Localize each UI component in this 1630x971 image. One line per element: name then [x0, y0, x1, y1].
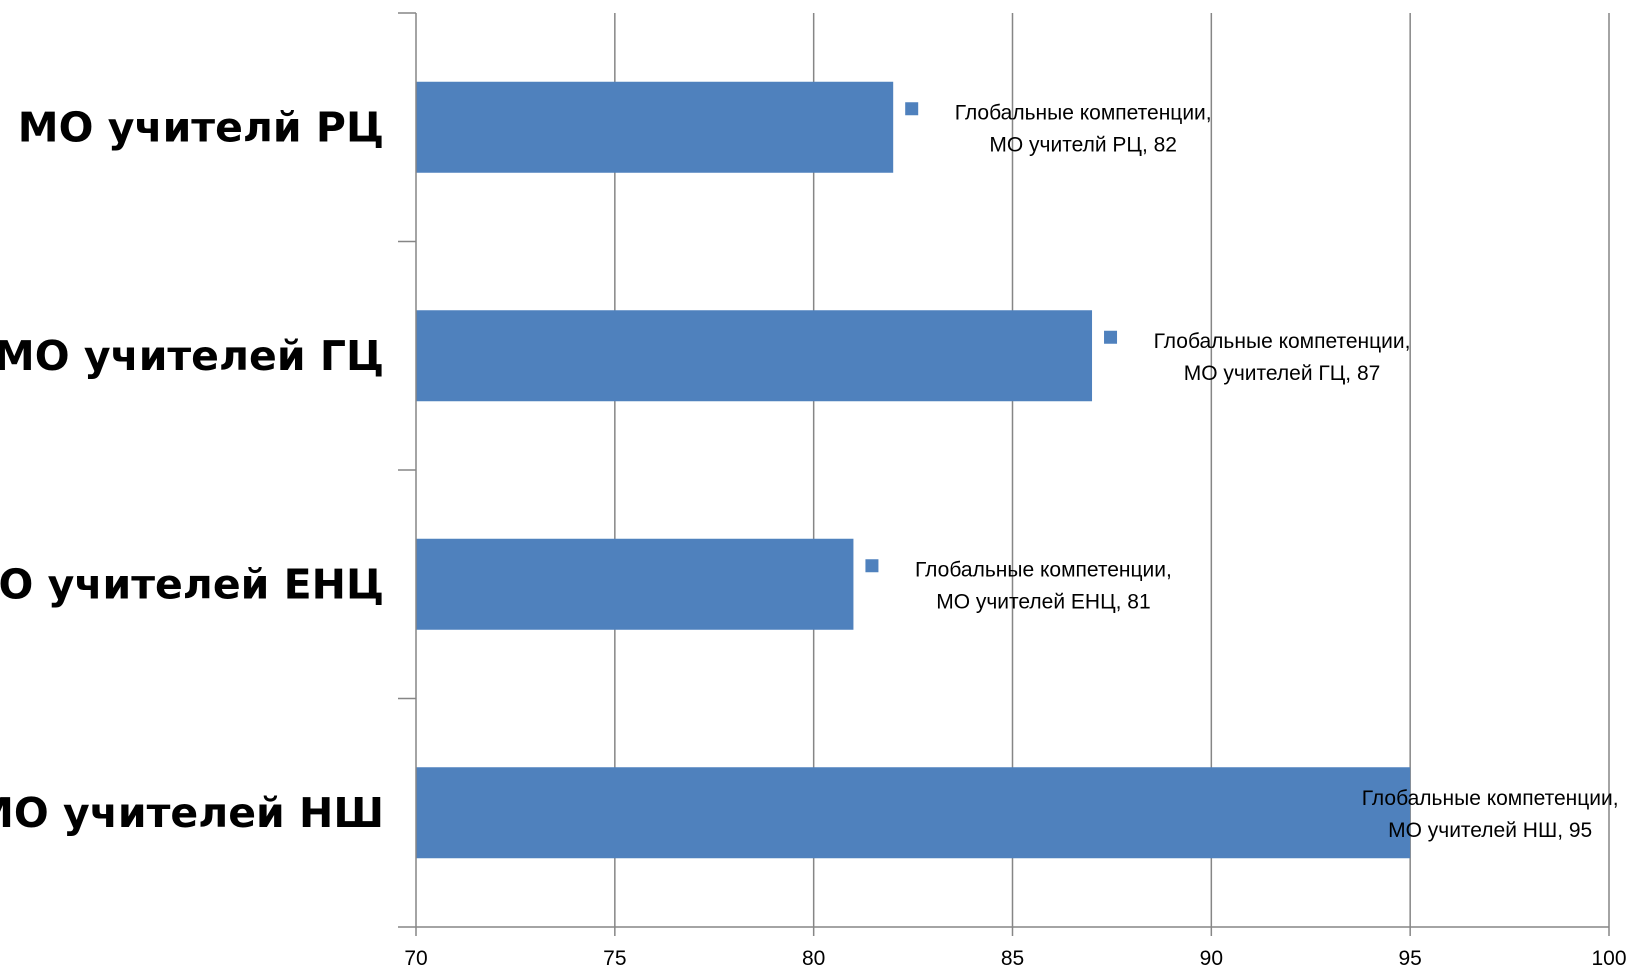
x-tick-label: 85 [1001, 947, 1024, 970]
legend-key-marker [905, 102, 919, 116]
data-label-line-2: МО учителей ЕНЦ, 81 [936, 590, 1150, 613]
category-label: МО учителей ЕНЦ [0, 560, 384, 608]
category-label: МО учителей НШ [0, 789, 384, 837]
data-label-line-2: МО учителей ГЦ, 87 [1184, 362, 1381, 385]
data-label-line-1: Глобальные компетенции, [955, 101, 1212, 124]
data-label-line-2: МО учителй РЦ, 82 [989, 133, 1177, 156]
bar [416, 767, 1411, 859]
data-labels: Глобальные компетенции, МО учителей НШ, 9… [865, 101, 1619, 842]
x-tick-label: 90 [1200, 947, 1223, 970]
x-tick-label: 80 [802, 947, 825, 970]
axes [398, 12, 1610, 936]
data-label-line-1: Глобальные компетенции, [1154, 330, 1411, 353]
legend-key-marker [1104, 330, 1118, 344]
bar [416, 81, 894, 173]
x-tick-label: 100 [1591, 947, 1626, 970]
category-labels: МО учителей НШ МО учителей ЕНЦ МО учителей… [0, 103, 384, 837]
data-label-line-1: Глобальные компетенции, [915, 558, 1172, 581]
legend-key-marker [865, 559, 879, 573]
category-label: МО учителей ГЦ [0, 332, 384, 380]
bar [416, 538, 854, 630]
x-tick-label: 75 [603, 947, 626, 970]
bar [416, 310, 1093, 402]
x-tick-label: 95 [1398, 947, 1421, 970]
category-label: МО учителй РЦ [18, 103, 384, 151]
x-tick-label: 70 [404, 947, 427, 970]
bars [416, 81, 1411, 859]
data-label-line-2: МО учителей НШ, 95 [1388, 819, 1592, 842]
data-label-line-1: Глобальные компетенции, [1362, 787, 1619, 810]
x-tick-labels: 70 75 80 85 90 95 100 [404, 947, 1626, 970]
